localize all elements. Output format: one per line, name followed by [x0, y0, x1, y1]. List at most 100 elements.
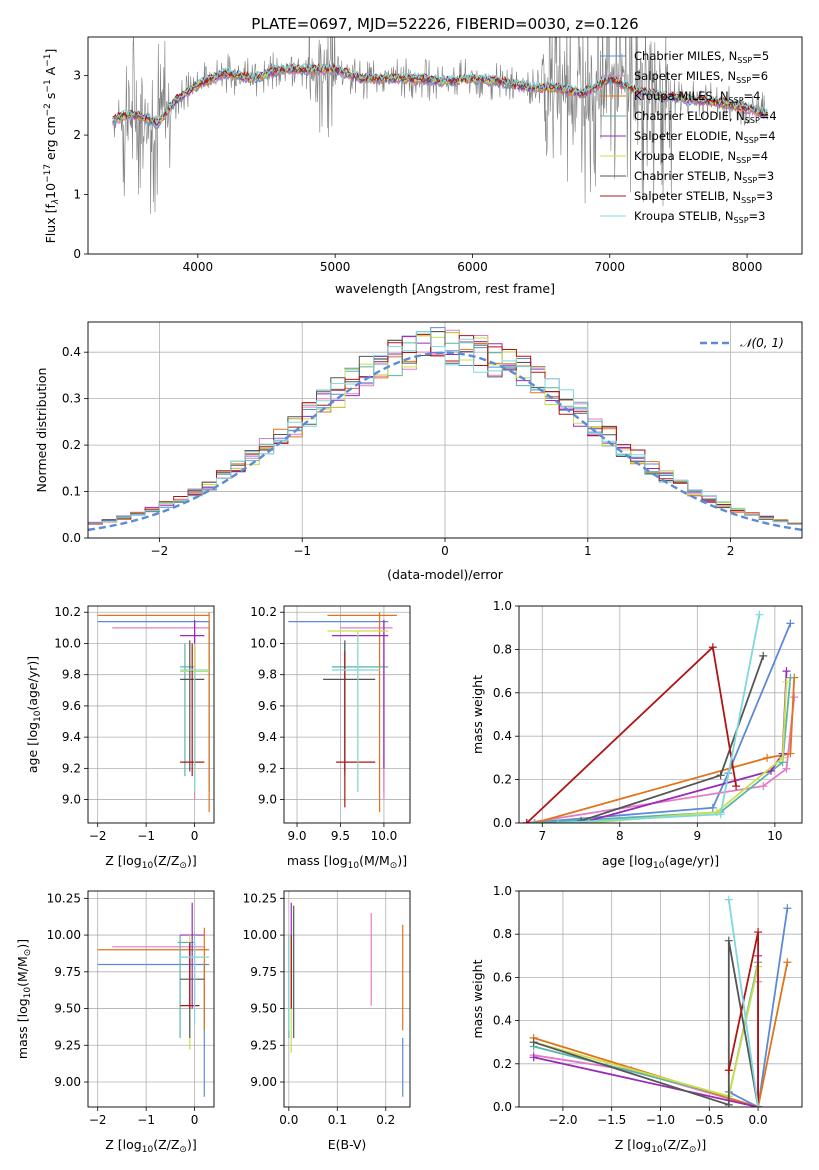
axes-spectrum: 4000 5000 6000 7000 8000 0 1 2 3 wavelength [Angs… [43, 36, 803, 296]
y-tick-label: 9.6 [62, 699, 81, 713]
marker-plus [786, 673, 795, 682]
y-tick-label: 10.25 [243, 891, 277, 905]
x-tick-label: 0.0 [279, 1113, 298, 1127]
weight-line [727, 899, 759, 1107]
y-tick-label: 9.4 [258, 730, 277, 744]
x-tick-label: −2 [89, 1113, 107, 1127]
y-tick-label: 1.0 [493, 884, 512, 898]
normal-curve [88, 351, 802, 532]
y-tick-label: 10.25 [47, 891, 81, 905]
axes-age-vs-mass: 9.0 9.5 10.0 9.0 9.2 9.4 9.6 9.8 10.0 10.2 mass [l… [250, 605, 411, 871]
legend-entry: Kroupa MILES, NSSP=4 [634, 89, 760, 105]
y-tick-label: 9.4 [62, 730, 81, 744]
axes-frame [518, 605, 803, 824]
axes-frame [87, 890, 215, 1108]
legend-entry: Chabrier ELODIE, NSSP=4 [634, 109, 777, 125]
errorbar [340, 620, 393, 800]
y-tick-label: 9.50 [54, 1002, 81, 1016]
figure-title: PLATE=0697, MJD=52226, FIBERID=0030, z=0… [251, 15, 638, 33]
weight-line [534, 677, 792, 823]
marker-plus [553, 819, 562, 823]
x-tick-label: −2.0 [548, 1113, 577, 1127]
marker-plus [755, 610, 764, 619]
x-tick-label: 10.0 [371, 829, 398, 843]
errorbar [180, 935, 210, 1024]
weight-line [533, 962, 759, 1098]
marker-plus [584, 819, 593, 823]
x-tick-label: 5000 [320, 260, 351, 274]
y-tick-label: 0.8 [493, 927, 512, 941]
marker-plus [782, 677, 791, 686]
marker-plus [778, 753, 787, 762]
weight-series [529, 951, 763, 1107]
x-tick-label: 0 [191, 1113, 199, 1127]
y-tick-label: 0.4 [493, 729, 512, 743]
weight-line [533, 966, 759, 1098]
x-axis-label: E(B-V) [328, 1137, 367, 1152]
weight-series [530, 673, 795, 823]
weight-line [534, 677, 796, 823]
x-axis-label: Z [log10(Z/Z⊙)] [105, 853, 196, 871]
y-tick-label: 9.25 [54, 1038, 81, 1052]
errorbar [180, 643, 205, 777]
marker-plus [724, 1100, 733, 1107]
y-tick-label: 0.8 [493, 642, 512, 656]
y-tick-label: 0.0 [493, 1100, 512, 1114]
y-axis-label: mass weight [470, 959, 485, 1038]
marker-plus [529, 1038, 538, 1047]
x-tick-label: 4000 [183, 260, 214, 274]
x-tick-label: −1 [137, 1113, 155, 1127]
x-tick-label: 1 [584, 544, 592, 558]
y-tick-label: 0.3 [62, 392, 81, 406]
weight-series [522, 643, 741, 823]
axes-mass-vs-EBV: 0.0 0.1 0.2 9.00 9.25 9.50 9.75 10.00 10.25 E(B-V… [243, 890, 411, 1152]
model-spectrum [112, 61, 769, 124]
x-tick-label: 7 [538, 829, 546, 843]
marker-plus [708, 803, 717, 812]
errorbar [180, 669, 210, 792]
legend-entry: Chabrier MILES, NSSP=5 [634, 49, 769, 65]
x-tick-label: 9.0 [287, 829, 306, 843]
x-tick-label: 0.0 [749, 1113, 768, 1127]
errorbar [327, 612, 397, 813]
x-tick-label: 8 [616, 829, 624, 843]
y-tick-label: 1 [73, 188, 81, 202]
x-tick-label: 8000 [732, 260, 763, 274]
x-axis-label: wavelength [Angstrom, rest frame] [335, 281, 555, 296]
marker-plus [754, 928, 763, 937]
marker-plus [716, 810, 725, 819]
axes-residuals: −2 −1 0 1 2 0.0 0.1 0.2 0.3 0.4 (data-model)/error… [34, 321, 803, 582]
x-tick-label: −2 [89, 829, 107, 843]
y-tick-label: 9.2 [62, 761, 81, 775]
marker-plus [763, 753, 772, 762]
legend-entry: Salpeter STELIB, NSSP=3 [634, 189, 773, 205]
weight-line [526, 697, 796, 823]
weight-line [580, 671, 788, 823]
axes-frame [87, 605, 215, 824]
legend-entry: Salpeter MILES, NSSP=6 [634, 69, 768, 85]
y-tick-label: 9.6 [258, 699, 277, 713]
axes-frame [518, 890, 803, 1108]
y-tick-label: 0.4 [62, 345, 81, 359]
y-tick-label: 0.1 [62, 485, 81, 499]
y-tick-label: 9.0 [62, 793, 81, 807]
y-tick-label: 1.0 [493, 599, 512, 613]
legend-entry: Chabrier STELIB, NSSP=3 [634, 169, 774, 185]
axes-frame [283, 605, 411, 824]
y-tick-label: 10.00 [47, 928, 81, 942]
y-axis-label: mass [log10(M/M⊙)] [15, 939, 33, 1059]
y-tick-label: 9.00 [250, 1075, 277, 1089]
y-axis-label: Normed distribution [34, 368, 49, 493]
y-tick-label: 0.0 [62, 531, 81, 545]
y-tick-label: 3 [73, 69, 81, 83]
marker-plus [759, 782, 768, 791]
y-tick-label: 10.0 [54, 636, 81, 650]
y-axis-label: age [log10(age/yr)] [25, 656, 43, 773]
errorbar [331, 635, 380, 792]
y-tick-label: 0.2 [493, 773, 512, 787]
marker-plus [716, 771, 725, 780]
y-tick-label: 10.2 [250, 605, 277, 619]
weight-line [533, 962, 789, 1107]
marker-plus [754, 1103, 763, 1107]
